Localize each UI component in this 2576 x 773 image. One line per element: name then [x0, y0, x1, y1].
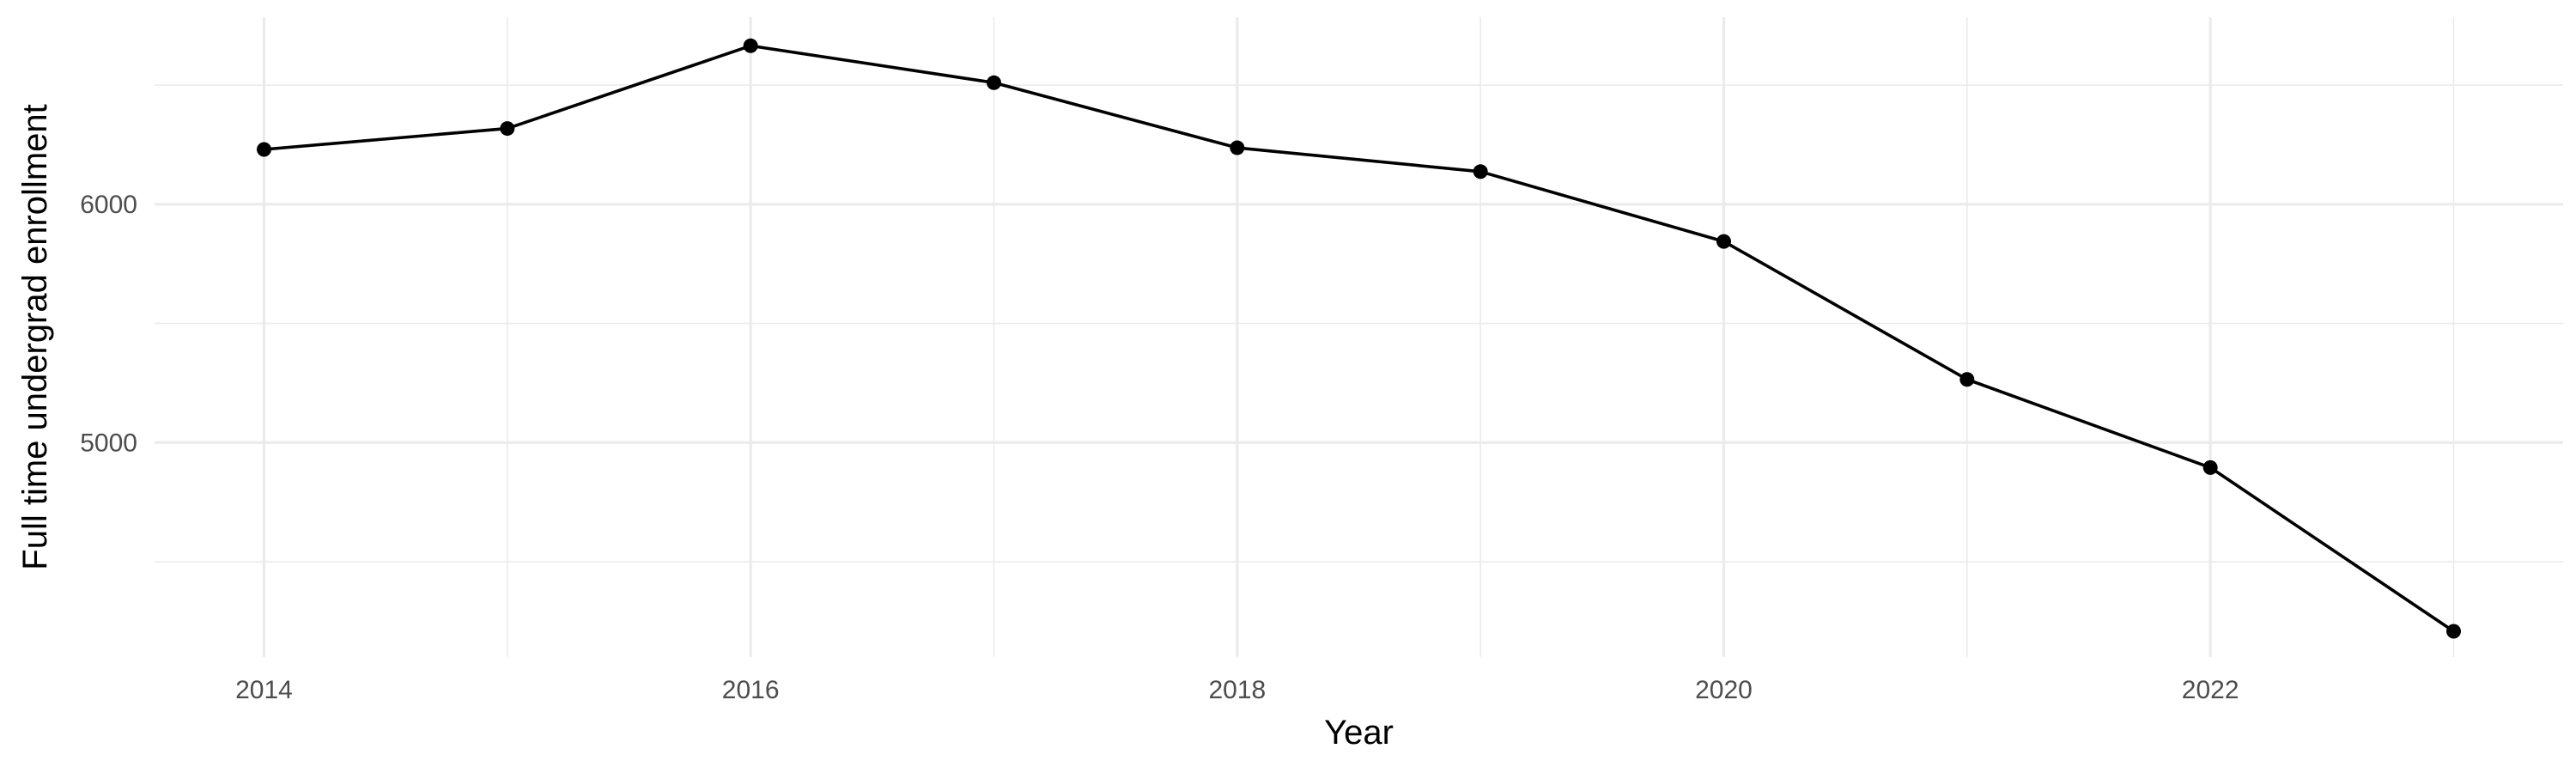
data-point-2014 — [257, 142, 271, 157]
data-point-2021 — [1959, 372, 1975, 387]
y-axis-title: Full time undergrad enrollment — [16, 104, 54, 569]
y-tick-label: 5000 — [80, 429, 137, 457]
data-point-2020 — [1716, 234, 1731, 249]
series-layer — [257, 38, 2461, 639]
y-axis-tick-labels: 5000 6000 — [80, 191, 137, 457]
data-point-2019 — [1473, 164, 1488, 180]
y-tick-label: 6000 — [80, 191, 137, 219]
grid-layer — [155, 17, 2563, 657]
data-point-2017 — [987, 75, 1001, 90]
x-tick-label: 2014 — [235, 676, 293, 704]
x-axis-title: Year — [1324, 714, 1394, 752]
x-axis-tick-labels: 2014 2016 2018 2020 2022 — [235, 676, 2239, 704]
x-tick-label: 2020 — [1695, 676, 1753, 704]
data-point-2023 — [2446, 624, 2461, 639]
x-tick-label: 2016 — [722, 676, 780, 704]
x-tick-label: 2022 — [2182, 676, 2239, 704]
data-point-2016 — [743, 38, 758, 53]
x-tick-label: 2018 — [1208, 676, 1266, 704]
data-point-2015 — [500, 121, 515, 137]
series-line — [264, 44, 2455, 633]
data-point-2018 — [1230, 140, 1245, 155]
data-point-2022 — [2202, 460, 2218, 475]
